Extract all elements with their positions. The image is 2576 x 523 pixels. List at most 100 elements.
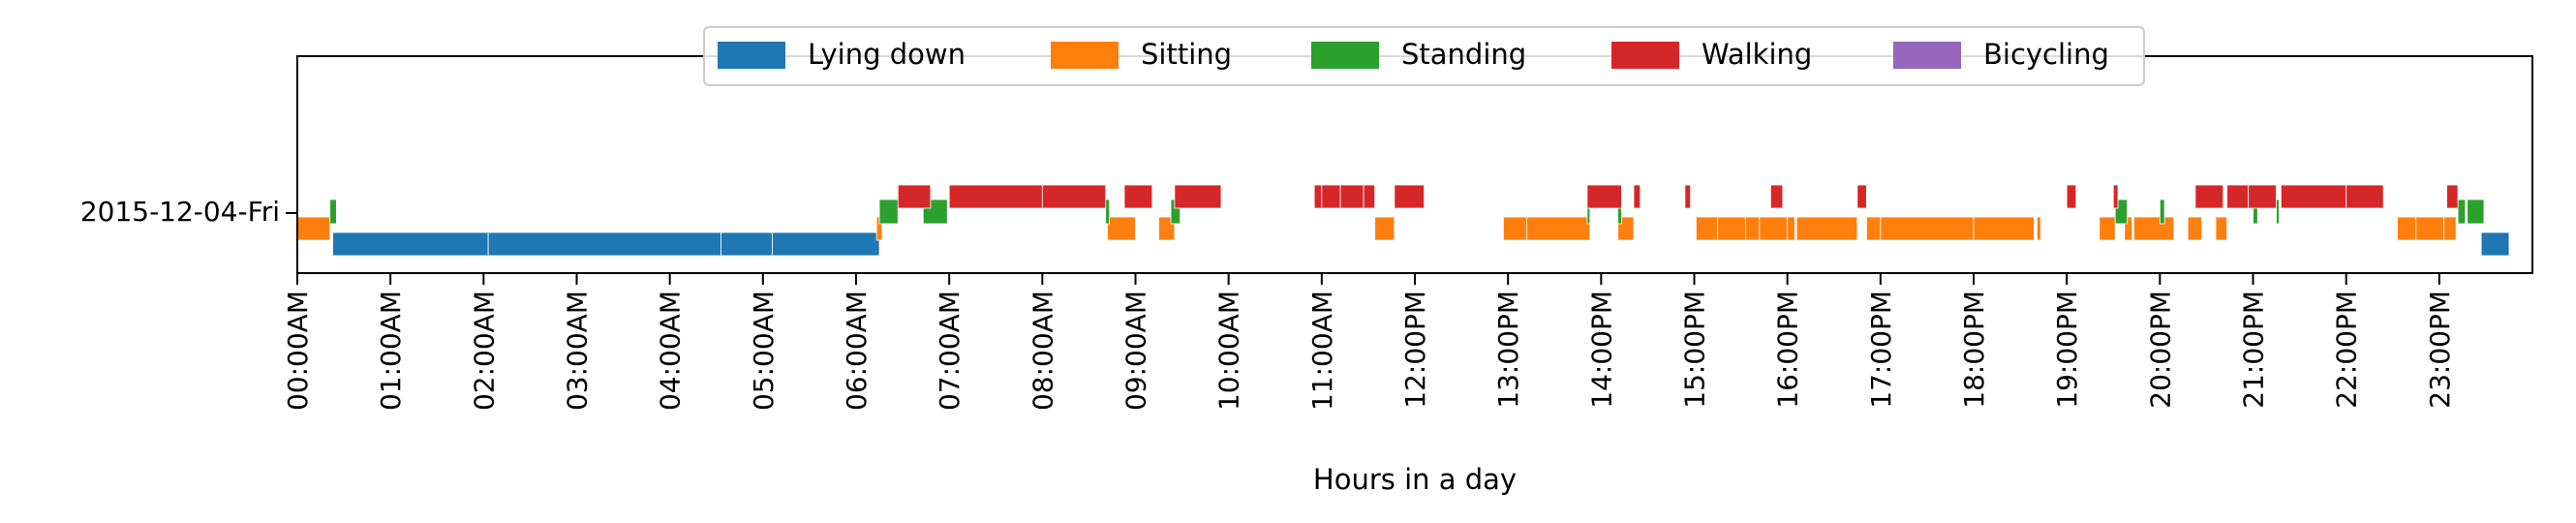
bar-walking: [2194, 184, 2224, 209]
x-tick-label: 19:00PM: [2051, 291, 2083, 409]
x-axis-ticks: 00:00AM 01:00AM 02:00AM 03:00AM 04:00AM 05:00…: [282, 273, 2456, 411]
bar-walking: [1174, 184, 1222, 209]
bar-walking: [1313, 184, 1323, 209]
bar-walking: [897, 184, 932, 209]
bar-standing: [922, 199, 948, 225]
bar-sitting: [2133, 216, 2175, 241]
x-tick-label: 15:00PM: [1679, 291, 1711, 409]
x-tick-label: 02:00AM: [468, 291, 500, 411]
legend-label: Standing: [1401, 38, 1526, 71]
x-tick-label: 05:00AM: [748, 291, 780, 411]
bar-walking: [2446, 184, 2459, 209]
legend-swatch-lying-down: [718, 42, 785, 69]
bar-walking: [2112, 184, 2119, 209]
legend-swatch-standing: [1311, 42, 1379, 69]
bar-walking: [948, 184, 1043, 209]
bar-sitting: [1795, 216, 1858, 241]
x-tick-label: 09:00AM: [1120, 291, 1152, 411]
bar-sitting: [1717, 216, 1746, 241]
y-axis-ticks: 2015-12-04-Fri: [80, 196, 297, 228]
bar-walking: [1339, 184, 1365, 209]
bar-standing: [2467, 199, 2485, 225]
bar-sitting: [2124, 216, 2132, 241]
legend-swatch-sitting: [1051, 42, 1119, 69]
legend-label: Sitting: [1141, 38, 1232, 71]
x-tick-label: 01:00AM: [375, 291, 407, 411]
bar-sitting: [1759, 216, 1789, 241]
bar-sitting: [1787, 216, 1795, 241]
x-axis-label: Hours in a day: [1313, 463, 1517, 496]
legend-label: Lying down: [808, 38, 966, 71]
x-tick-label: 16:00PM: [1772, 291, 1804, 409]
bar-walking: [2280, 184, 2347, 209]
x-tick-label: 18:00PM: [1958, 291, 1990, 409]
bar-walking: [1321, 184, 1341, 209]
x-tick-label: 03:00AM: [562, 291, 594, 411]
x-tick-label: 08:00AM: [1027, 291, 1058, 411]
bar-walking: [2248, 184, 2277, 209]
bar-sitting: [2443, 216, 2457, 241]
bar-sitting: [1696, 216, 1718, 241]
bar-walking: [1363, 184, 1376, 209]
bar-walking: [1586, 184, 1622, 209]
x-tick-label: 07:00AM: [934, 291, 966, 411]
bar-standing: [329, 199, 337, 225]
x-tick-label: 04:00AM: [655, 291, 687, 411]
y-tick-label: 2015-12-04-Fri: [80, 196, 280, 228]
bar-standing: [2276, 199, 2280, 225]
bar-walking: [1684, 184, 1692, 209]
bar-walking: [1041, 184, 1107, 209]
x-tick-label: 13:00PM: [1492, 291, 1524, 409]
activity-bars: [296, 184, 2510, 257]
x-tick-label: 14:00PM: [1585, 291, 1617, 409]
bar-walking: [1123, 184, 1153, 209]
x-tick-label: 20:00PM: [2144, 291, 2176, 409]
bar-standing: [1105, 199, 1110, 225]
bar-sitting: [1744, 216, 1761, 241]
x-tick-label: 11:00AM: [1306, 291, 1338, 411]
bar-standing: [2457, 199, 2467, 225]
bar-sitting: [1526, 216, 1591, 241]
bar-sitting: [1374, 216, 1395, 241]
x-tick-label: 21:00PM: [2238, 291, 2270, 409]
x-tick-label: 23:00PM: [2424, 291, 2456, 409]
bar-standing: [2159, 199, 2165, 225]
bar-lying-down: [772, 231, 880, 257]
bar-lying-down: [721, 231, 773, 257]
legend-label: Bicycling: [1983, 38, 2109, 71]
bar-sitting: [2036, 216, 2041, 241]
bar-lying-down: [487, 231, 721, 257]
bar-sitting: [2099, 216, 2116, 241]
bar-sitting: [2397, 216, 2417, 241]
bar-walking: [1856, 184, 1867, 209]
x-tick-label: 00:00AM: [282, 291, 314, 411]
x-tick-label: 12:00PM: [1399, 291, 1431, 409]
bar-walking: [2066, 184, 2077, 209]
bar-walking: [2346, 184, 2384, 209]
bar-lying-down: [332, 231, 489, 257]
x-tick-label: 10:00AM: [1213, 291, 1245, 411]
legend: Lying down Sitting Standing Walking Bicyclin…: [703, 26, 2145, 86]
legend-swatch-bicycling: [1893, 42, 1961, 69]
bar-walking: [1769, 184, 1784, 209]
bar-sitting: [1866, 216, 1882, 241]
bar-sitting: [1107, 216, 1136, 241]
bar-sitting: [1502, 216, 1527, 241]
bar-lying-down: [2480, 231, 2510, 257]
bar-walking: [2226, 184, 2250, 209]
bar-sitting: [1880, 216, 1975, 241]
legend-label: Walking: [1702, 38, 1812, 71]
bar-sitting: [2215, 216, 2227, 241]
x-tick-label: 06:00AM: [841, 291, 873, 411]
bar-sitting: [1973, 216, 2035, 241]
x-tick-label: 22:00PM: [2331, 291, 2363, 409]
bar-sitting: [2187, 216, 2203, 241]
bar-walking: [1633, 184, 1641, 209]
bar-sitting: [296, 216, 331, 241]
bar-standing: [878, 199, 899, 225]
bar-walking: [1394, 184, 1426, 209]
bar-sitting: [2415, 216, 2445, 241]
x-tick-label: 17:00PM: [1865, 291, 1897, 409]
legend-swatch-walking: [1611, 42, 1679, 69]
